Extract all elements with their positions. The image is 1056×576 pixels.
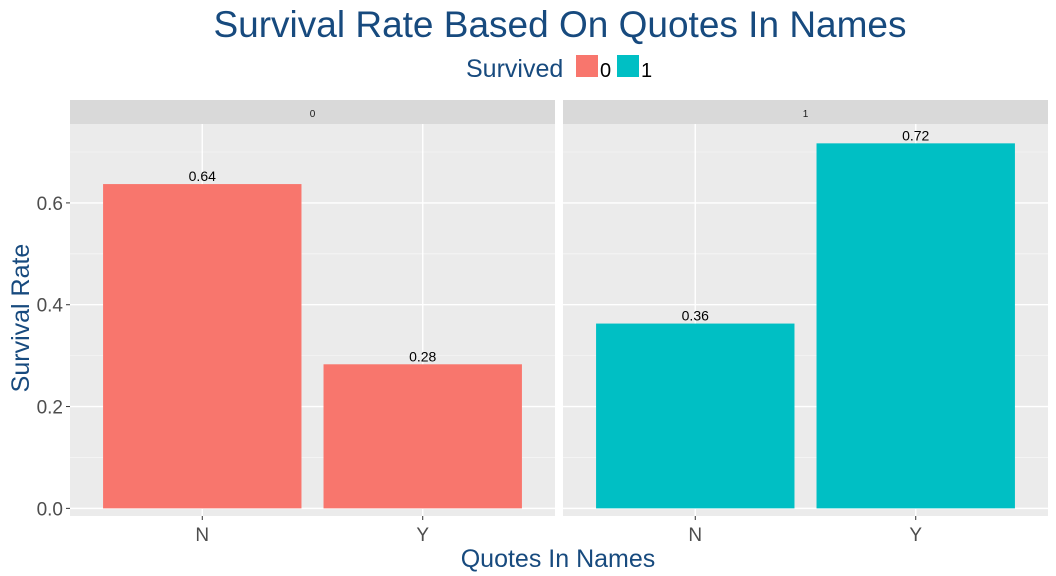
bar-value-label: 0.36 (682, 308, 709, 324)
y-tick-label: 0.6 (37, 194, 63, 215)
facet-panel-0: 0 0.64 N 0.28 Y (70, 100, 555, 546)
bar-value-label: 0.72 (902, 127, 929, 143)
legend: Survived 0 1 (466, 55, 652, 83)
y-tick-label: 0.4 (37, 296, 64, 317)
facet-panel-1: 1 0.36 N 0.72 Y (563, 100, 1048, 546)
x-axis-label: Quotes In Names (461, 545, 656, 573)
legend-label-1: 1 (641, 60, 652, 82)
y-axis-label: Survival Rate (7, 244, 35, 393)
facet-strip (563, 100, 1048, 124)
bar-value-label: 0.64 (189, 168, 216, 184)
chart-title: Survival Rate Based On Quotes In Names (213, 4, 906, 45)
bar-0-Y (323, 364, 522, 509)
facet-strip-label: 0 (310, 109, 316, 120)
legend-swatch-1 (617, 55, 639, 77)
y-axis: 0.0 0.2 0.4 0.6 (37, 194, 70, 520)
y-tick-label: 0.0 (37, 499, 63, 520)
bar-0-N (103, 184, 302, 509)
legend-swatch-0 (576, 55, 598, 77)
y-tick-label: 0.2 (37, 398, 63, 419)
x-tick-label: N (195, 525, 209, 546)
facet-strip (70, 100, 555, 124)
bar-1-Y (816, 143, 1015, 509)
x-tick-label: Y (909, 525, 922, 546)
facet-strip-label: 1 (803, 109, 809, 120)
x-tick-label: Y (416, 525, 429, 546)
x-tick-label: N (688, 525, 702, 546)
bar-1-N (596, 323, 795, 509)
bar-value-label: 0.28 (409, 348, 436, 364)
legend-label-0: 0 (600, 60, 611, 82)
legend-title: Survived (466, 55, 563, 83)
